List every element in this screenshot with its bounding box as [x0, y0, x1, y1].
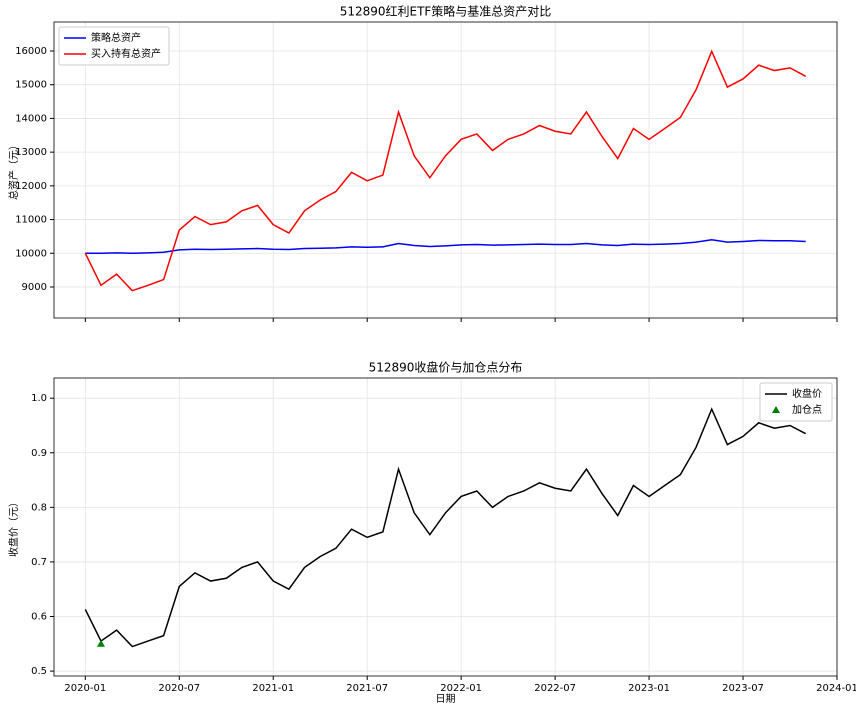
y-tick-label: 12000 — [15, 181, 47, 192]
series-line — [84, 407, 807, 648]
series-line — [85, 239, 806, 255]
chart-title: 512890红利ETF策略与基准总资产对比 — [340, 4, 552, 19]
y-tick-label: 0.6 — [31, 612, 47, 623]
x-tick-label: 2022-07 — [534, 683, 576, 694]
legend-box — [58, 26, 170, 66]
x-tick-label: 2023-07 — [722, 683, 764, 694]
x-tick-label: 2023-01 — [628, 683, 670, 694]
y-axis-label: 总资产（元） — [7, 140, 20, 200]
legend-label: 策略总资产 — [91, 31, 141, 44]
y-axis-label: 收盘价（元） — [7, 497, 20, 557]
y-tick-label: 10000 — [15, 248, 47, 259]
plot-frame — [53, 21, 838, 319]
x-tick-label: 2020-07 — [158, 683, 200, 694]
x-tick-label: 2021-07 — [346, 683, 388, 694]
y-tick-label: 9000 — [22, 282, 47, 293]
x-tick-label: 2020-01 — [64, 683, 106, 694]
y-tick-label: 0.7 — [31, 557, 47, 568]
y-tick-label: 16000 — [15, 46, 47, 57]
y-tick-label: 11000 — [15, 215, 47, 226]
add-position-marker — [96, 639, 105, 647]
plot-frame — [53, 377, 838, 677]
y-tick-label: 0.9 — [31, 448, 47, 459]
legend-label: 收盘价 — [792, 387, 822, 400]
y-tick-label: 1.0 — [31, 393, 47, 404]
legend-swatch — [772, 406, 780, 413]
x-tick-label: 2021-01 — [252, 683, 294, 694]
y-tick-label: 14000 — [15, 113, 47, 124]
x-tick-label: 2022-01 — [440, 683, 482, 694]
series-line — [84, 49, 807, 292]
y-tick-label: 0.8 — [31, 502, 47, 513]
chart-title: 512890收盘价与加仓点分布 — [369, 360, 523, 375]
x-axis-label: 日期 — [436, 693, 456, 705]
legend-label: 买入持有总资产 — [91, 47, 161, 60]
x-tick-label: 2024-01 — [816, 683, 856, 694]
y-tick-label: 13000 — [15, 147, 47, 158]
legend-label: 加仓点 — [792, 403, 822, 416]
y-tick-label: 0.5 — [31, 666, 47, 677]
y-tick-label: 15000 — [15, 80, 47, 91]
